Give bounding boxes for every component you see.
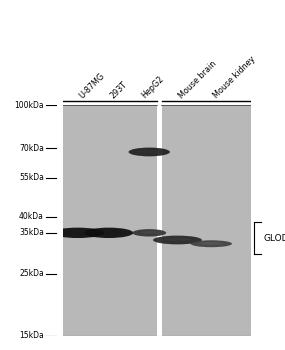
Ellipse shape bbox=[200, 242, 223, 245]
Ellipse shape bbox=[153, 236, 202, 244]
Text: 25kDa: 25kDa bbox=[19, 269, 44, 278]
Text: GLOD4: GLOD4 bbox=[264, 234, 285, 243]
Text: HepG2: HepG2 bbox=[140, 74, 166, 100]
Text: 70kDa: 70kDa bbox=[19, 144, 44, 153]
FancyBboxPatch shape bbox=[162, 105, 251, 336]
Ellipse shape bbox=[129, 148, 170, 156]
Text: 100kDa: 100kDa bbox=[14, 100, 44, 110]
Text: 15kDa: 15kDa bbox=[19, 331, 44, 341]
FancyBboxPatch shape bbox=[63, 105, 157, 336]
Text: 40kDa: 40kDa bbox=[19, 212, 44, 221]
Ellipse shape bbox=[132, 229, 166, 237]
Text: U-87MG: U-87MG bbox=[78, 71, 107, 100]
Ellipse shape bbox=[140, 231, 158, 234]
Text: 35kDa: 35kDa bbox=[19, 228, 44, 237]
Ellipse shape bbox=[164, 238, 191, 241]
Ellipse shape bbox=[95, 230, 122, 234]
Ellipse shape bbox=[191, 240, 232, 247]
Ellipse shape bbox=[63, 230, 92, 234]
Text: Mouse brain: Mouse brain bbox=[178, 59, 219, 100]
Ellipse shape bbox=[138, 150, 161, 153]
Text: 55kDa: 55kDa bbox=[19, 173, 44, 182]
Ellipse shape bbox=[84, 228, 133, 238]
Text: Mouse kidney: Mouse kidney bbox=[211, 54, 257, 100]
Text: 293T: 293T bbox=[109, 79, 129, 100]
Ellipse shape bbox=[51, 228, 104, 238]
